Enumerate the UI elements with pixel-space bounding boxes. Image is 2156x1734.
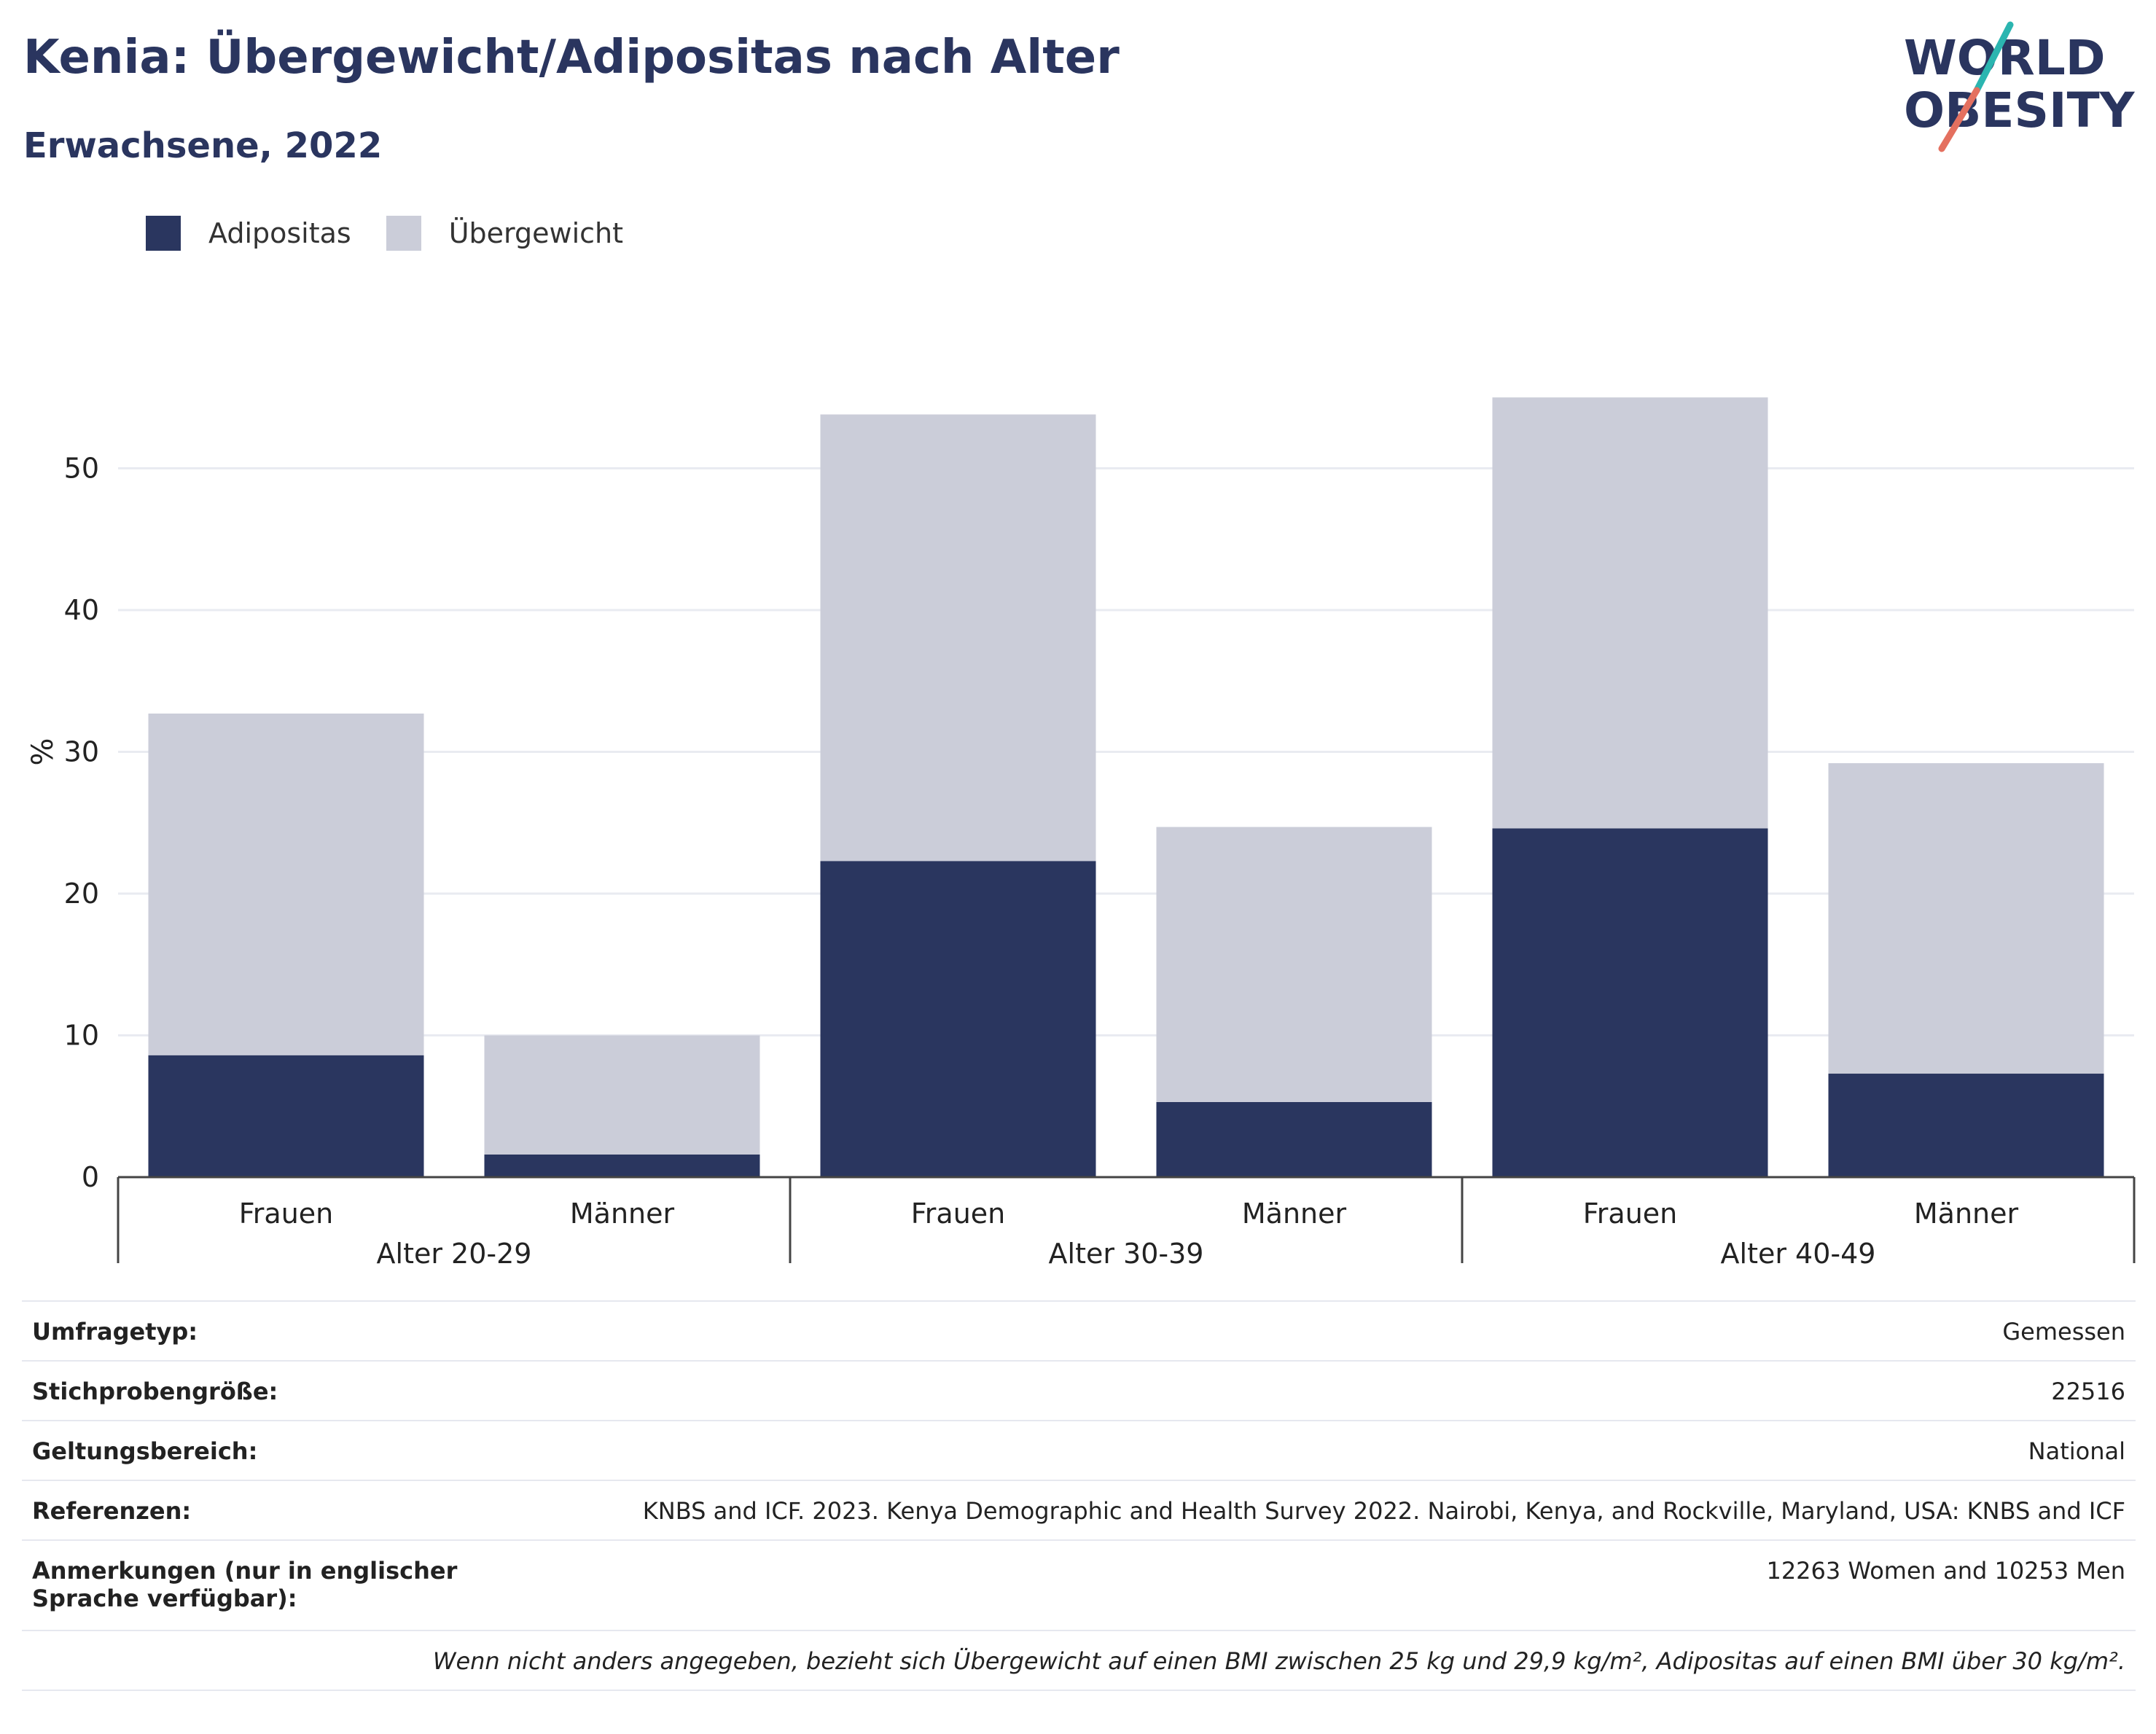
info-row: Referenzen: KNBS and ICF. 2023. Kenya De… [22, 1480, 2136, 1540]
bar--bergewicht [1492, 397, 1768, 829]
y-tick-label: 0 [82, 1161, 99, 1193]
bar--bergewicht [820, 414, 1096, 862]
x-category-label: Männer [1914, 1198, 2019, 1230]
x-group-label: Alter 20-29 [377, 1238, 532, 1268]
info-key: Stichprobengröße: [22, 1360, 567, 1421]
logo-slash-coral [1938, 87, 1980, 152]
logo-slash-teal [1973, 21, 2014, 94]
x-category-label: Männer [1242, 1198, 1347, 1230]
x-category-label: Frauen [911, 1198, 1006, 1230]
info-row: Geltungsbereich: National [22, 1420, 2136, 1480]
x-category-label: Männer [570, 1198, 675, 1230]
info-value: 22516 [567, 1360, 2136, 1421]
bar-adipositas [148, 1055, 424, 1177]
bar--bergewicht [484, 1035, 760, 1155]
chart-subtitle: Erwachsene, 2022 [23, 125, 383, 166]
y-axis-title: % [26, 738, 60, 765]
info-key: Umfragetyp: [22, 1300, 567, 1361]
logo-text-obesity: OBESITY [1904, 82, 2136, 138]
stacked-bar-chart: 0 10 20 30 40 50% Frauen Männer Frauen Männer Frau… [26, 397, 2136, 1268]
bar-adipositas [1492, 828, 1768, 1177]
legend-item-uebergewicht[interactable]: Übergewicht [386, 216, 623, 251]
bar--bergewicht [1156, 827, 1432, 1102]
legend-label-adipositas: Adipositas [208, 217, 351, 249]
legend-item-adipositas[interactable]: Adipositas [146, 216, 351, 251]
info-value: Gemessen [567, 1300, 2136, 1361]
info-key: Anmerkungen (nur in englischer Sprache v… [22, 1539, 567, 1630]
footnote: Wenn nicht anders angegeben, bezieht sic… [22, 1630, 2136, 1691]
y-tick-label: 10 [64, 1020, 99, 1052]
legend-swatch-uebergewicht [386, 216, 421, 251]
world-obesity-logo: WORLD OBESITY [1904, 21, 2136, 152]
info-row: Stichprobengröße: 22516 [22, 1360, 2136, 1421]
bar--bergewicht [148, 713, 424, 1055]
y-tick-label: 30 [64, 736, 99, 768]
info-key: Geltungsbereich: [22, 1420, 567, 1480]
x-category-label: Frauen [239, 1198, 334, 1230]
x-category-label: Frauen [1583, 1198, 1678, 1230]
info-value: National [567, 1420, 2136, 1480]
legend-swatch-adipositas [146, 216, 181, 251]
footnote-row: Wenn nicht anders angegeben, bezieht sic… [22, 1630, 2136, 1691]
chart-title: Kenia: Übergewicht/Adipositas nach Alter [23, 31, 1120, 85]
bar-adipositas [1828, 1074, 2104, 1177]
legend-label-uebergewicht: Übergewicht [448, 217, 623, 249]
y-tick-label: 50 [64, 453, 99, 485]
info-value: 12263 Women and 10253 Men [567, 1539, 2136, 1630]
bar--bergewicht [1828, 763, 2104, 1074]
info-row: Umfragetyp: Gemessen [22, 1300, 2136, 1361]
x-group-label: Alter 30-39 [1049, 1238, 1204, 1268]
x-group-label: Alter 40-49 [1721, 1238, 1876, 1268]
bar-adipositas [1156, 1101, 1432, 1177]
y-tick-label: 40 [64, 594, 99, 626]
info-row: Anmerkungen (nur in englischer Sprache v… [22, 1539, 2136, 1630]
bar-adipositas [484, 1154, 760, 1177]
bar-adipositas [820, 861, 1096, 1177]
chart-legend: Adipositas Übergewicht [146, 216, 658, 251]
info-key: Referenzen: [22, 1480, 567, 1540]
survey-info-table: Umfragetyp: Gemessen Stichprobengröße: 2… [22, 1300, 2136, 1691]
y-tick-label: 20 [64, 878, 99, 910]
info-value: KNBS and ICF. 2023. Kenya Demographic an… [567, 1480, 2136, 1540]
